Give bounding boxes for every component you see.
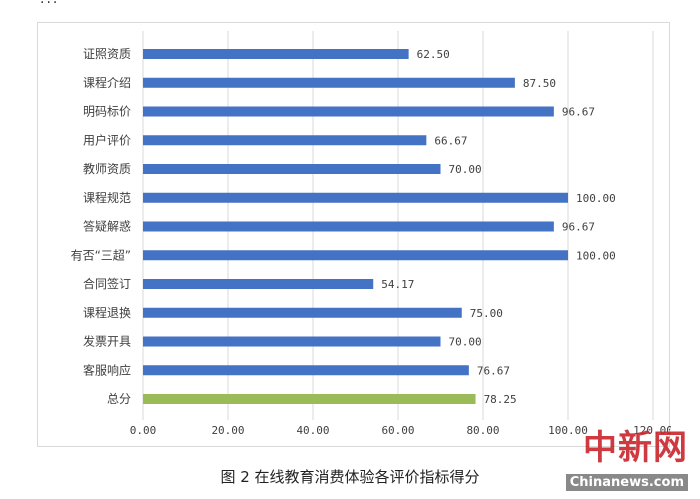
x-tick-label: 100.00 (548, 424, 588, 437)
x-tick-label: 0.00 (130, 424, 157, 437)
cropped-text: ... (40, 0, 59, 7)
bar (143, 365, 469, 376)
bar (143, 394, 476, 404)
data-label: 75.00 (470, 307, 503, 320)
category-label: 总分 (107, 392, 131, 406)
bar (143, 250, 568, 261)
data-label: 96.67 (562, 106, 595, 119)
category-label: 课程规范 (83, 190, 131, 205)
bar (143, 279, 374, 289)
data-label: 62.50 (417, 48, 450, 61)
data-label: 70.00 (449, 163, 482, 176)
data-label: 100.00 (576, 249, 616, 262)
x-tick-label: 120.00 (633, 424, 671, 437)
category-label: 证照资质 (83, 47, 131, 61)
chart-frame: 0.00 20.00 40.00 60.00 80.00 100.00 120.00 证照资质… (37, 22, 671, 447)
category-label: 课程介绍 (83, 75, 131, 90)
data-label: 100.00 (576, 192, 616, 205)
category-label: 明码标价 (83, 105, 131, 119)
x-tick-label: 60.00 (381, 424, 414, 437)
bar (143, 221, 554, 232)
bar (143, 164, 441, 174)
bar (143, 106, 554, 117)
data-label: 78.25 (484, 393, 517, 406)
watermark-site: Chinanews.com (565, 474, 688, 491)
data-label: 87.50 (523, 77, 556, 90)
data-label: 54.17 (381, 278, 414, 291)
figure-caption: 图 2 在线教育消费体验各评价指标得分 (220, 468, 480, 486)
category-label: 答疑解惑 (83, 219, 131, 234)
cropped-text-fragment: ... (0, 0, 700, 10)
bar (143, 192, 568, 203)
bar (143, 77, 515, 88)
news-watermark: 中新网 Chinanews.com (562, 420, 692, 496)
category-label: 合同签订 (83, 276, 131, 291)
category-label: 客服响应 (83, 362, 131, 377)
x-tick-label: 20.00 (211, 424, 244, 437)
watermark-brand: 中新网 (583, 428, 688, 468)
x-tick-label: 80.00 (466, 424, 499, 437)
category-label: 用户评价 (83, 132, 131, 147)
data-label: 66.67 (434, 134, 467, 147)
bar (143, 135, 427, 146)
x-tick-label: 40.00 (296, 424, 329, 437)
data-label: 70.00 (449, 336, 482, 349)
category-label: 发票开具 (83, 334, 131, 349)
bar (143, 49, 409, 59)
data-label: 76.67 (477, 364, 510, 377)
bar (143, 336, 441, 347)
bar (143, 307, 462, 318)
category-label: 教师资质 (83, 161, 131, 176)
category-label: 课程退换 (83, 305, 131, 320)
category-label: 有否“三超” (71, 247, 131, 262)
data-label: 96.67 (562, 221, 595, 234)
bar-chart: 0.00 20.00 40.00 60.00 80.00 100.00 120.00 证照资质… (71, 31, 671, 437)
